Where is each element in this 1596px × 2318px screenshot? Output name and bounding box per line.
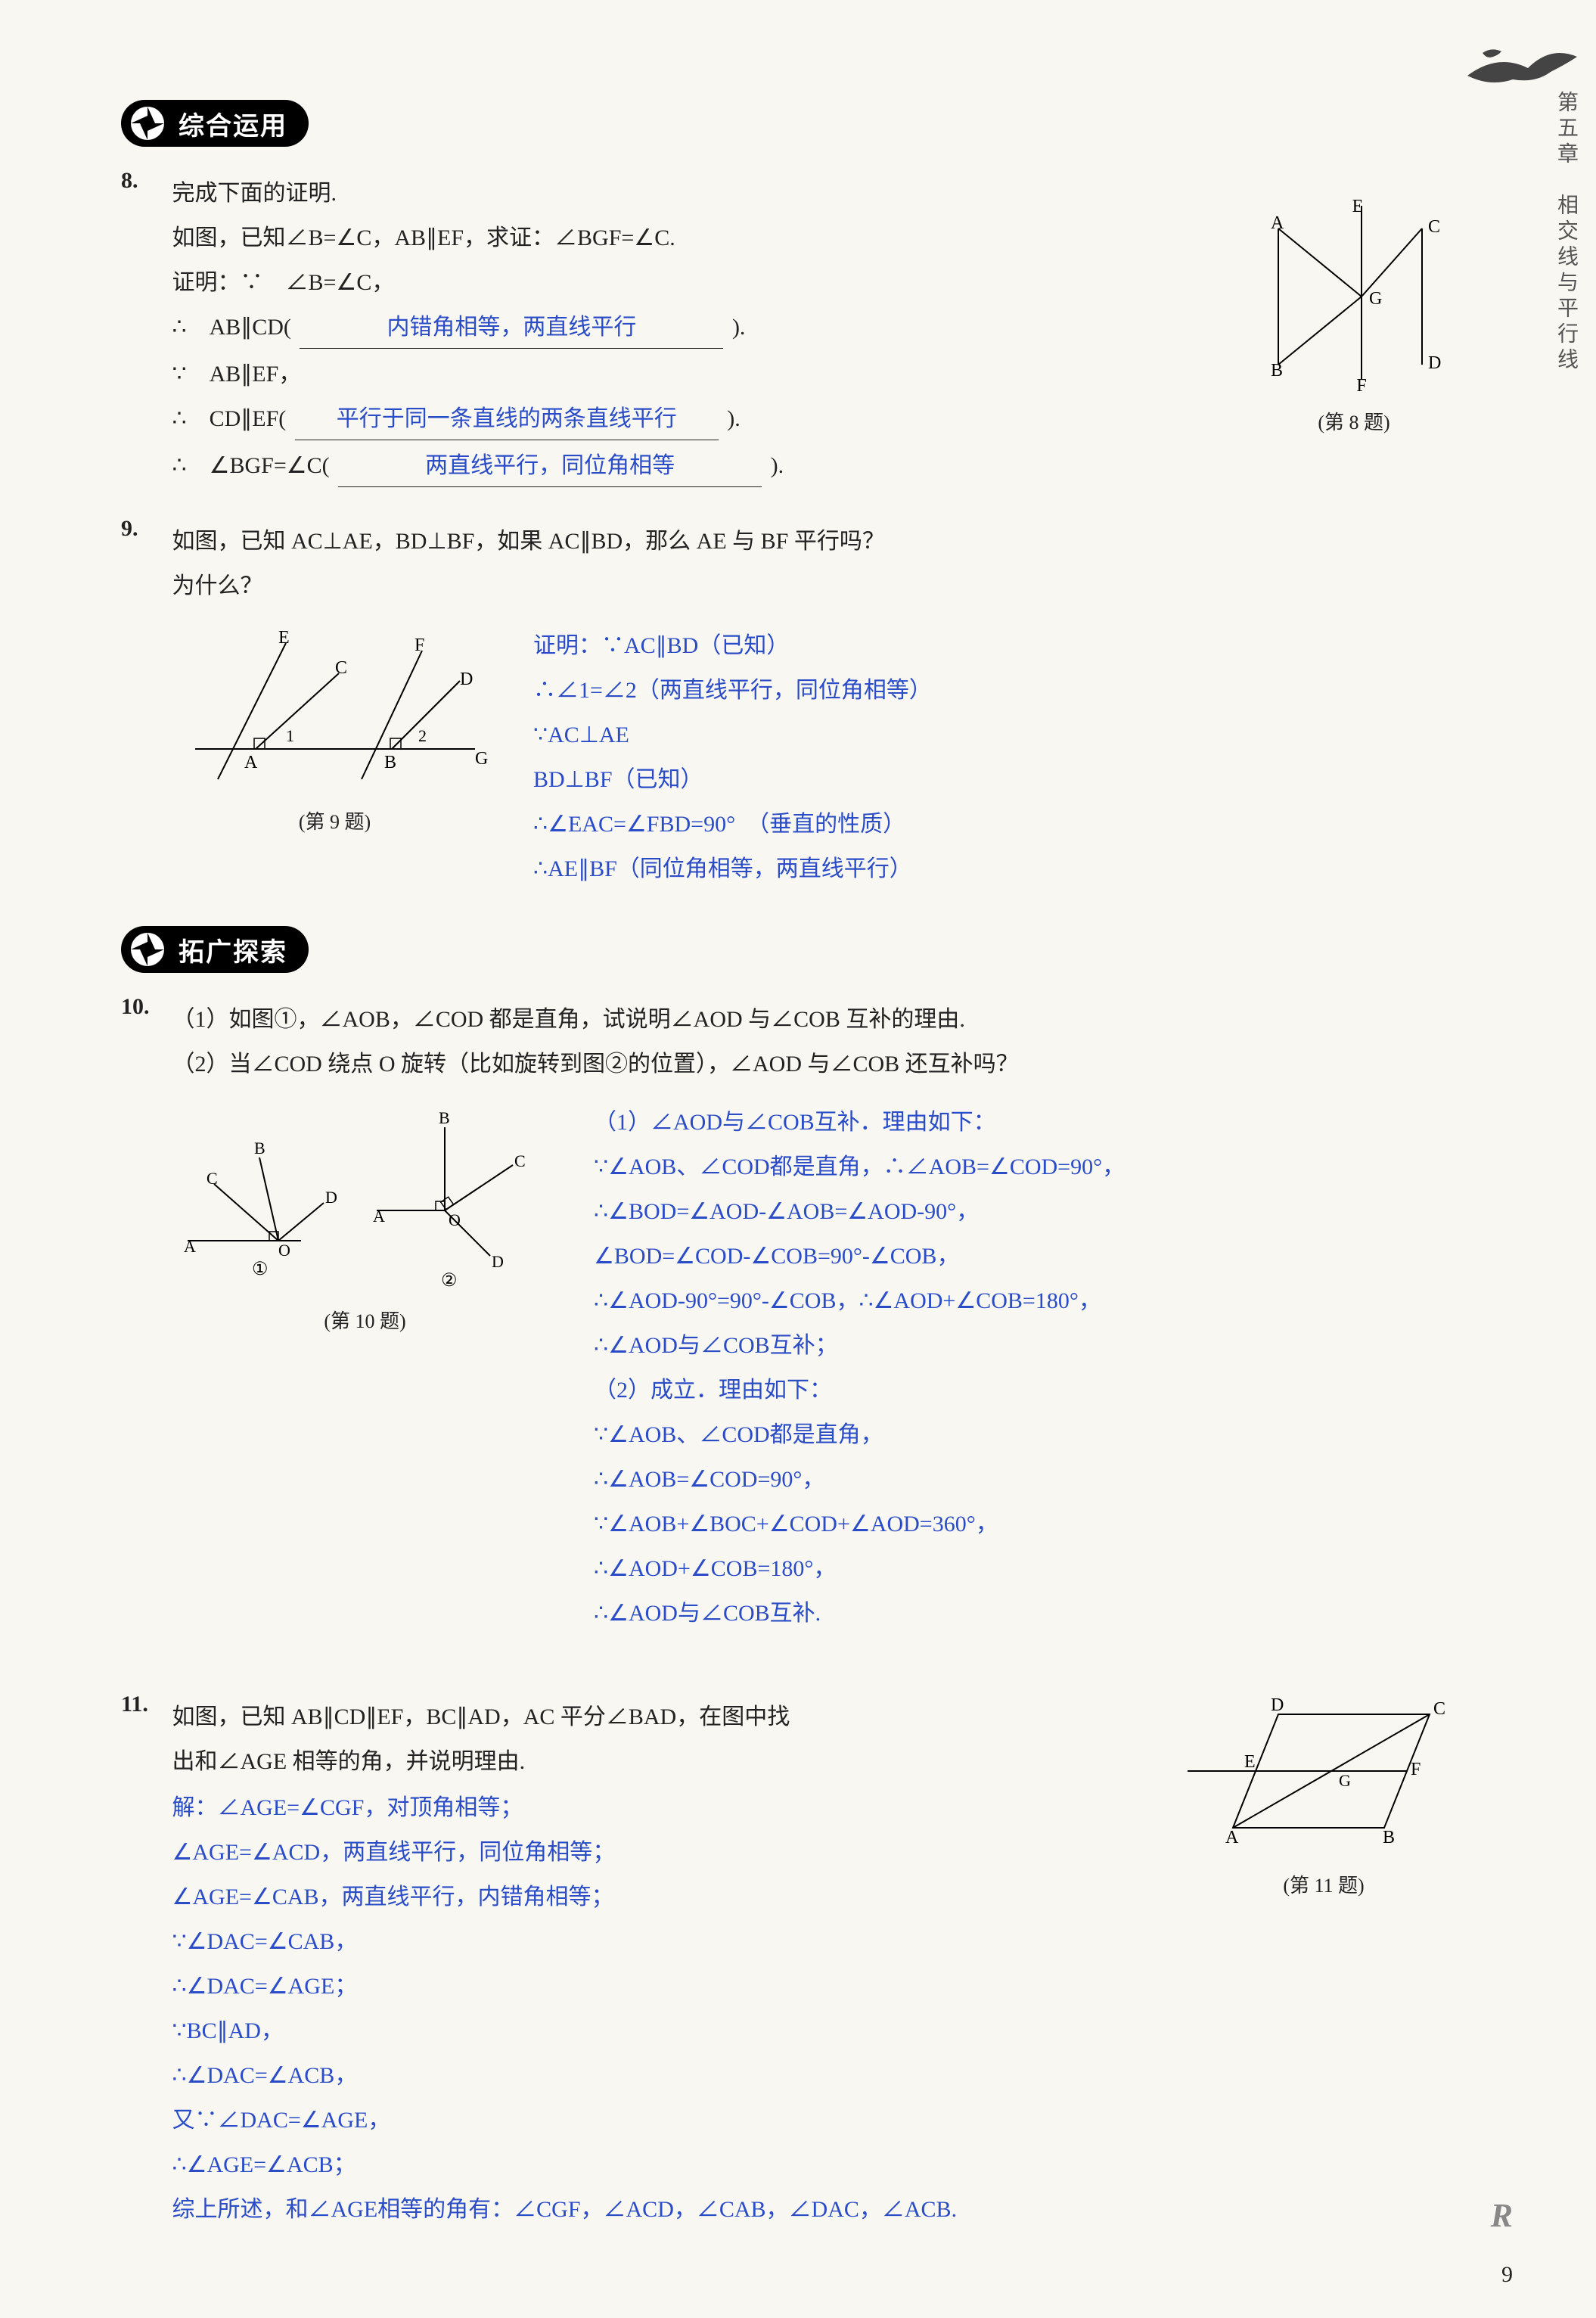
svg-text:D: D [1271, 1695, 1284, 1715]
svg-text:B: B [254, 1139, 265, 1157]
step-lead: ∴ CD∥EF( [172, 406, 287, 431]
proof-line: ∴∠DAC=∠AGE； [172, 1967, 1489, 2006]
svg-text:E: E [1244, 1752, 1256, 1772]
question-number: 11. [121, 1692, 166, 1717]
proof-line: 又∵∠DAC=∠AGE， [172, 2101, 1489, 2139]
svg-text:B: B [439, 1108, 450, 1127]
aperture-icon [127, 103, 168, 144]
publisher-logo: R [1491, 2196, 1513, 2235]
proof-line: ∴∠AOD+∠COB=180°， [594, 1549, 1350, 1588]
chapter-sidebar-label: 第五章 相交线与平行线 [1551, 91, 1581, 374]
svg-text:D: D [492, 1252, 504, 1271]
proof-line: （2）成立．理由如下： [594, 1371, 1350, 1409]
svg-text:2: 2 [418, 726, 427, 745]
svg-text:D: D [460, 670, 473, 689]
proof-step: ∴ ∠BGF=∠C( 两直线平行，同位角相等 ). [172, 446, 1489, 487]
proof-line: ∴∠AOD与∠COB互补. [594, 1594, 1350, 1633]
section-badge-zonghe: 综合运用 [121, 100, 309, 147]
svg-text:D: D [1428, 353, 1441, 373]
section-badge-tuoguang: 拓广探索 [121, 926, 309, 973]
figure-q9: A B C D E F G 1 2 [172, 620, 490, 794]
question-8: A B E F C D G (第 8 题) 8. 完成下面的证明. 如图，已知∠… [121, 168, 1490, 493]
figure-q8: A B E F C D G [1248, 198, 1460, 395]
svg-text:A: A [244, 753, 258, 772]
proof-line: ∵∠AOB+∠BOC+∠COD+∠AOD=360°， [594, 1505, 1350, 1543]
proof-line: ∵∠AOB、∠COD都是直角， [594, 1415, 1350, 1454]
proof-line: ∵∠AOB、∠COD都是直角，∴∠AOB=∠COD=90°， [594, 1148, 1350, 1186]
text-line: （1）如图①，∠AOB，∠COD 都是直角，试说明∠AOD 与∠COB 互补的理… [172, 1000, 1489, 1039]
proof-line: （1）∠AOD与∠COB互补．理由如下： [594, 1103, 1350, 1142]
step-lead: ∴ AB∥CD( [172, 315, 291, 340]
proof-line: 证明：∵AC∥BD（已知） [533, 626, 1290, 665]
figure-caption: (第 8 题) [1248, 407, 1460, 435]
svg-text:C: C [514, 1151, 526, 1170]
svg-text:A: A [373, 1207, 385, 1226]
proof-line: ∴∠AOD-90°=90°-∠COB，∴∠AOD+∠COB=180°， [594, 1282, 1350, 1320]
fill-blank: 两直线平行，同位角相等 [338, 446, 762, 487]
text-line: （2）当∠COD 绕点 O 旋转（比如旋转到图②的位置），∠AOD 与∠COB … [172, 1045, 1489, 1083]
svg-text:F: F [415, 635, 424, 655]
proof-line: ∴∠DAC=∠ACB， [172, 2056, 1489, 2095]
proof-line: ∴AE∥BF（同位角相等，两直线平行） [533, 850, 1290, 888]
svg-text:B: B [384, 753, 396, 772]
svg-text:E: E [1352, 198, 1364, 216]
proof-line: 综上所述，和∠AGE相等的角有：∠CGF，∠ACD，∠CAB，∠DAC，∠ACB… [172, 2190, 1489, 2229]
svg-text:B: B [1271, 361, 1283, 381]
question-10: 10. （1）如图①，∠AOB，∠COD 都是直角，试说明∠AOD 与∠COB … [121, 994, 1490, 1639]
question-9: 9. 如图，已知 AC⊥AE，BD⊥BF，如果 AC∥BD，那么 AE 与 BF… [121, 516, 1490, 894]
figure-caption: (第 9 题) [172, 806, 498, 834]
svg-text:B: B [1383, 1828, 1395, 1847]
proof-line: ∴∠AOB=∠COD=90°， [594, 1460, 1350, 1499]
step-tail: ). [771, 453, 784, 478]
svg-text:A: A [184, 1237, 196, 1256]
aperture-icon [127, 929, 168, 970]
proof-line: ∠BOD=∠COD-∠COB=90°-∠COB， [594, 1237, 1350, 1276]
svg-text:C: C [1433, 1699, 1445, 1719]
svg-text:G: G [475, 749, 488, 769]
svg-text:C: C [335, 658, 347, 678]
step-tail: ). [727, 406, 741, 431]
svg-text:C: C [1428, 217, 1440, 237]
svg-text:C: C [206, 1169, 218, 1188]
svg-text:G: G [1339, 1771, 1351, 1790]
question-11: A B C D E F G (第 11 题) 11. 如图，已知 AB∥CD∥E… [121, 1692, 1490, 2235]
page-number: 9 [1501, 2262, 1513, 2288]
fill-blank: 内错角相等，两直线平行 [300, 308, 723, 349]
text-line: 为什么？ [172, 567, 1489, 605]
section-title: 综合运用 [179, 105, 287, 142]
proof-line: ∴∠AGE=∠ACB； [172, 2146, 1489, 2184]
section-title: 拓广探索 [179, 931, 287, 968]
proof-line: ∵BC∥AD， [172, 2012, 1489, 2050]
proof-line: BD⊥BF（已知） [533, 760, 1290, 799]
svg-text:F: F [1411, 1760, 1421, 1779]
proof-line: ∴∠1=∠2（两直线平行，同位角相等） [533, 671, 1290, 710]
svg-text:A: A [1225, 1828, 1239, 1847]
step-lead: ∴ ∠BGF=∠C( [172, 453, 330, 478]
svg-text:G: G [1369, 289, 1382, 309]
figure-q10: A B C D O ① A [172, 1097, 551, 1294]
svg-text:①: ① [252, 1260, 269, 1279]
figure-caption: (第 10 题) [172, 1306, 558, 1334]
svg-text:1: 1 [286, 726, 294, 745]
text-line: 如图，已知 AC⊥AE，BD⊥BF，如果 AC∥BD，那么 AE 与 BF 平行… [172, 522, 1489, 561]
step-tail: ). [732, 315, 746, 340]
svg-text:②: ② [441, 1271, 458, 1291]
svg-text:O: O [449, 1210, 461, 1229]
proof-line: ∴∠AOD与∠COB互补； [594, 1326, 1350, 1365]
fill-blank: 平行于同一条直线的两条直线平行 [295, 399, 719, 440]
svg-text:A: A [1271, 213, 1284, 233]
question-number: 10. [121, 994, 166, 1020]
question-number: 8. [121, 168, 166, 194]
proof-line: ∴∠EAC=∠FBD=90° （垂直的性质） [533, 805, 1290, 844]
svg-text:E: E [278, 628, 290, 648]
svg-text:D: D [325, 1188, 337, 1207]
figure-caption: (第 11 题) [1188, 1870, 1460, 1898]
proof-line: ∵AC⊥AE [533, 716, 1290, 754]
svg-text:F: F [1356, 376, 1366, 395]
proof-line: ∴∠BOD=∠AOD-∠AOB=∠AOD-90°， [594, 1192, 1350, 1231]
figure-q11: A B C D E F G [1188, 1692, 1460, 1858]
svg-text:O: O [278, 1241, 290, 1260]
question-number: 9. [121, 516, 166, 542]
proof-line: ∵∠DAC=∠CAB， [172, 1922, 1489, 1961]
